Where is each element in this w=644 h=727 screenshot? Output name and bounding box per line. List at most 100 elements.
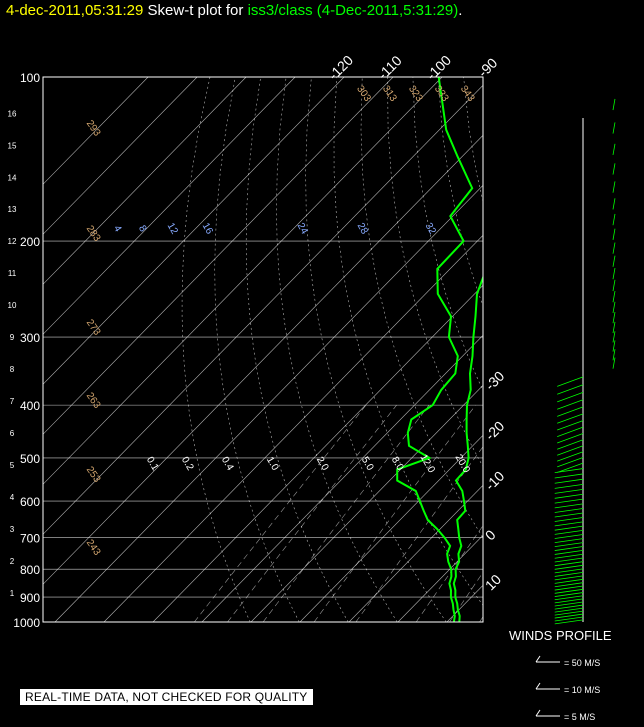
wind-barb: [554, 542, 584, 548]
isotherm-line: [545, 77, 644, 622]
isotherm-line: [43, 77, 394, 435]
wind-barb: [554, 550, 584, 555]
wind-barb: [554, 595, 584, 601]
dry-adiabat-line: [616, 77, 644, 622]
mixing-ratio-line: [355, 446, 483, 622]
wind-barb: [554, 588, 584, 594]
dry-adiabat-label: 293: [84, 118, 103, 138]
wind-barb: [612, 291, 616, 303]
dry-adiabat-line: [565, 77, 644, 622]
legend-barb-flag-5: [535, 709, 541, 717]
dry-adiabat-label: 273: [84, 318, 103, 338]
pressure-tick-label: 1000: [13, 616, 40, 630]
wind-barb: [554, 578, 584, 584]
legend-10ms-label: = 10 M/S: [564, 685, 601, 695]
altitude-tick-label: 6: [10, 429, 15, 438]
wind-barb: [554, 610, 584, 616]
altitude-tick-label: 1: [10, 589, 15, 598]
dry-adiabat-line: [590, 77, 644, 622]
wind-barb: [554, 483, 584, 489]
wind-barb: [612, 311, 616, 324]
altitude-tick-label: 4: [10, 493, 15, 502]
wind-barb: [612, 181, 616, 193]
grid-lines: [43, 77, 644, 622]
altitude-tick-label: 14: [8, 173, 17, 182]
winds-profile-title: WINDS PROFILE: [509, 628, 612, 643]
dry-adiabat-label: 343: [458, 84, 477, 104]
wind-barb: [612, 213, 616, 226]
wind-barb: [554, 468, 584, 473]
isotherm-line: [43, 77, 247, 285]
isotherm-line: [152, 284, 483, 622]
right-temp-label: -30: [482, 368, 508, 394]
wind-barb: [557, 406, 584, 417]
wind-barb: [554, 572, 584, 577]
wind-barb: [557, 433, 584, 444]
mixing-ratio-line: [194, 404, 367, 622]
wind-barb: [612, 143, 616, 156]
dry-adiabat-line: [412, 77, 483, 392]
wind-barb: [612, 331, 616, 343]
dry-adiabat-label: 333: [432, 84, 451, 104]
wind-barb: [554, 517, 584, 522]
altitude-tick-label: 12: [8, 237, 17, 246]
mixing-ratio-label: 12.0: [418, 453, 437, 476]
altitude-tick-label: 9: [10, 333, 15, 342]
wind-barb: [612, 301, 616, 314]
dry-adiabat-line: [276, 77, 398, 622]
legend-barb-flag-10: [535, 682, 541, 690]
mixing-ratio-label: 24: [295, 221, 310, 237]
mixing-ratio-line: [479, 616, 483, 622]
wind-barb: [612, 122, 616, 134]
wind-barb: [612, 279, 616, 292]
wind-barb: [554, 561, 584, 567]
quality-disclaimer: REAL-TIME DATA, NOT CHECKED FOR QUALITY: [20, 689, 313, 705]
wind-barb: [612, 98, 616, 111]
wind-barb: [557, 420, 584, 431]
isotherm-line: [299, 434, 483, 622]
legend-50ms-label: = 50 M/S: [564, 658, 601, 668]
wind-barb: [557, 439, 584, 450]
dry-adiabat-label: 263: [84, 391, 103, 411]
isotherm-line: [54, 184, 483, 622]
chart-title: 4-dec-2011,05:31:29 Skew-t plot for iss3…: [6, 2, 462, 19]
title-station: iss3/class (4-Dec-2011,5:31:29): [247, 2, 459, 19]
wind-barb: [554, 582, 584, 588]
dry-adiabat-line: [360, 77, 483, 539]
wind-barb: [554, 592, 584, 597]
title-suffix: .: [458, 2, 463, 19]
top-temp-label: -90: [475, 55, 501, 81]
mixing-ratio-line: [262, 404, 430, 622]
wind-barb: [554, 553, 584, 559]
top-temp-label: -100: [423, 52, 454, 83]
wind-barb: [557, 462, 584, 473]
wind-barb: [612, 321, 616, 334]
wind-barb: [557, 413, 584, 424]
altitude-tick-label: 10: [8, 301, 17, 310]
title-prefix: Skew-t plot for: [147, 2, 244, 19]
wind-barb: [554, 478, 584, 484]
right-temp-label: 10: [482, 571, 504, 593]
isotherm-line: [43, 134, 483, 585]
wind-barb: [554, 585, 584, 591]
pressure-tick-label: 200: [20, 235, 40, 249]
wind-barb: [557, 384, 584, 395]
wind-barbs: [554, 98, 616, 625]
altitude-tick-label: 2: [10, 557, 15, 566]
wind-barb: [554, 616, 584, 622]
dry-adiabat-line: [214, 77, 300, 622]
isotherm-line: [43, 84, 483, 535]
legend-5ms-label: = 5 M/S: [564, 712, 596, 722]
profile-traces: [396, 77, 483, 622]
wind-barb: [554, 607, 584, 613]
pressure-tick-label: 600: [20, 495, 40, 509]
altitude-tick-label: 5: [10, 461, 15, 470]
isotherm-line: [201, 334, 483, 622]
wind-barb: [554, 598, 584, 604]
pressure-tick-label: 900: [20, 591, 40, 605]
top-temp-label: -110: [374, 52, 405, 83]
isotherm-line: [250, 384, 483, 622]
dry-adiabat-line: [181, 77, 251, 622]
dry-adiabat-line: [245, 77, 349, 622]
